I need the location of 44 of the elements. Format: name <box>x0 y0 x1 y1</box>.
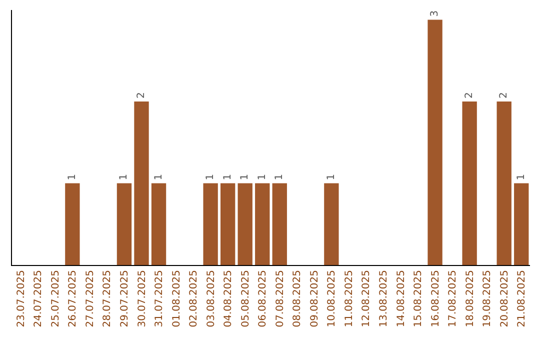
x-tick-label: 04.08.2025 <box>223 270 234 328</box>
x-tick-label: 18.08.2025 <box>464 270 476 328</box>
x-tick-label: 03.08.2025 <box>206 270 217 328</box>
data-label: 1 <box>256 174 268 180</box>
data-label: 1 <box>118 174 130 180</box>
data-label: 1 <box>222 174 234 180</box>
x-tick-label: 08.08.2025 <box>292 270 304 328</box>
x-tick-label: 02.08.2025 <box>188 270 200 328</box>
x-tick-label: 11.08.2025 <box>344 270 355 328</box>
data-label: 1 <box>516 174 527 180</box>
x-tick-label: 24.07.2025 <box>33 270 44 328</box>
data-label: 1 <box>153 174 164 180</box>
data-label: 1 <box>240 174 251 180</box>
x-tick-label: 29.07.2025 <box>119 270 130 328</box>
data-label: 2 <box>498 92 510 99</box>
x-tick-label: 07.08.2025 <box>274 270 286 328</box>
data-label: 2 <box>464 92 476 99</box>
x-tick-label: 12.08.2025 <box>361 270 372 328</box>
x-tick-label: 23.07.2025 <box>16 270 27 328</box>
x-tick-label: 10.08.2025 <box>326 270 338 328</box>
data-label: 1 <box>326 174 337 180</box>
x-tick-label: 16.08.2025 <box>430 270 442 328</box>
x-tick-label: 31.07.2025 <box>154 270 166 328</box>
x-tick-label: 05.08.2025 <box>240 270 252 328</box>
x-tick-label: 20.08.2025 <box>499 270 510 328</box>
x-tick-label: 06.08.2025 <box>258 270 269 328</box>
x-tick-label: 30.07.2025 <box>136 270 148 328</box>
x-tick-label: 26.07.2025 <box>68 270 79 328</box>
data-label: 2 <box>136 92 147 99</box>
data-label: 1 <box>205 174 216 180</box>
x-tick-label: 13.08.2025 <box>378 270 390 328</box>
x-tick-label: 21.08.2025 <box>516 270 528 328</box>
x-tick-label: 01.08.2025 <box>171 270 182 328</box>
x-tick-label: 27.07.2025 <box>84 270 96 328</box>
x-tick-label: 15.08.2025 <box>413 270 424 328</box>
data-label: 3 <box>430 10 441 17</box>
x-tick-label: 25.07.2025 <box>50 270 62 328</box>
x-tick-label: 14.08.2025 <box>396 270 407 328</box>
x-tick-label: 28.07.2025 <box>102 270 114 328</box>
x-tick-label: 09.08.2025 <box>309 270 320 328</box>
data-label: 1 <box>274 174 286 180</box>
data-label: 1 <box>66 174 78 180</box>
x-tick-label: 19.08.2025 <box>482 270 494 328</box>
x-tick-label: 17.08.2025 <box>448 270 459 328</box>
